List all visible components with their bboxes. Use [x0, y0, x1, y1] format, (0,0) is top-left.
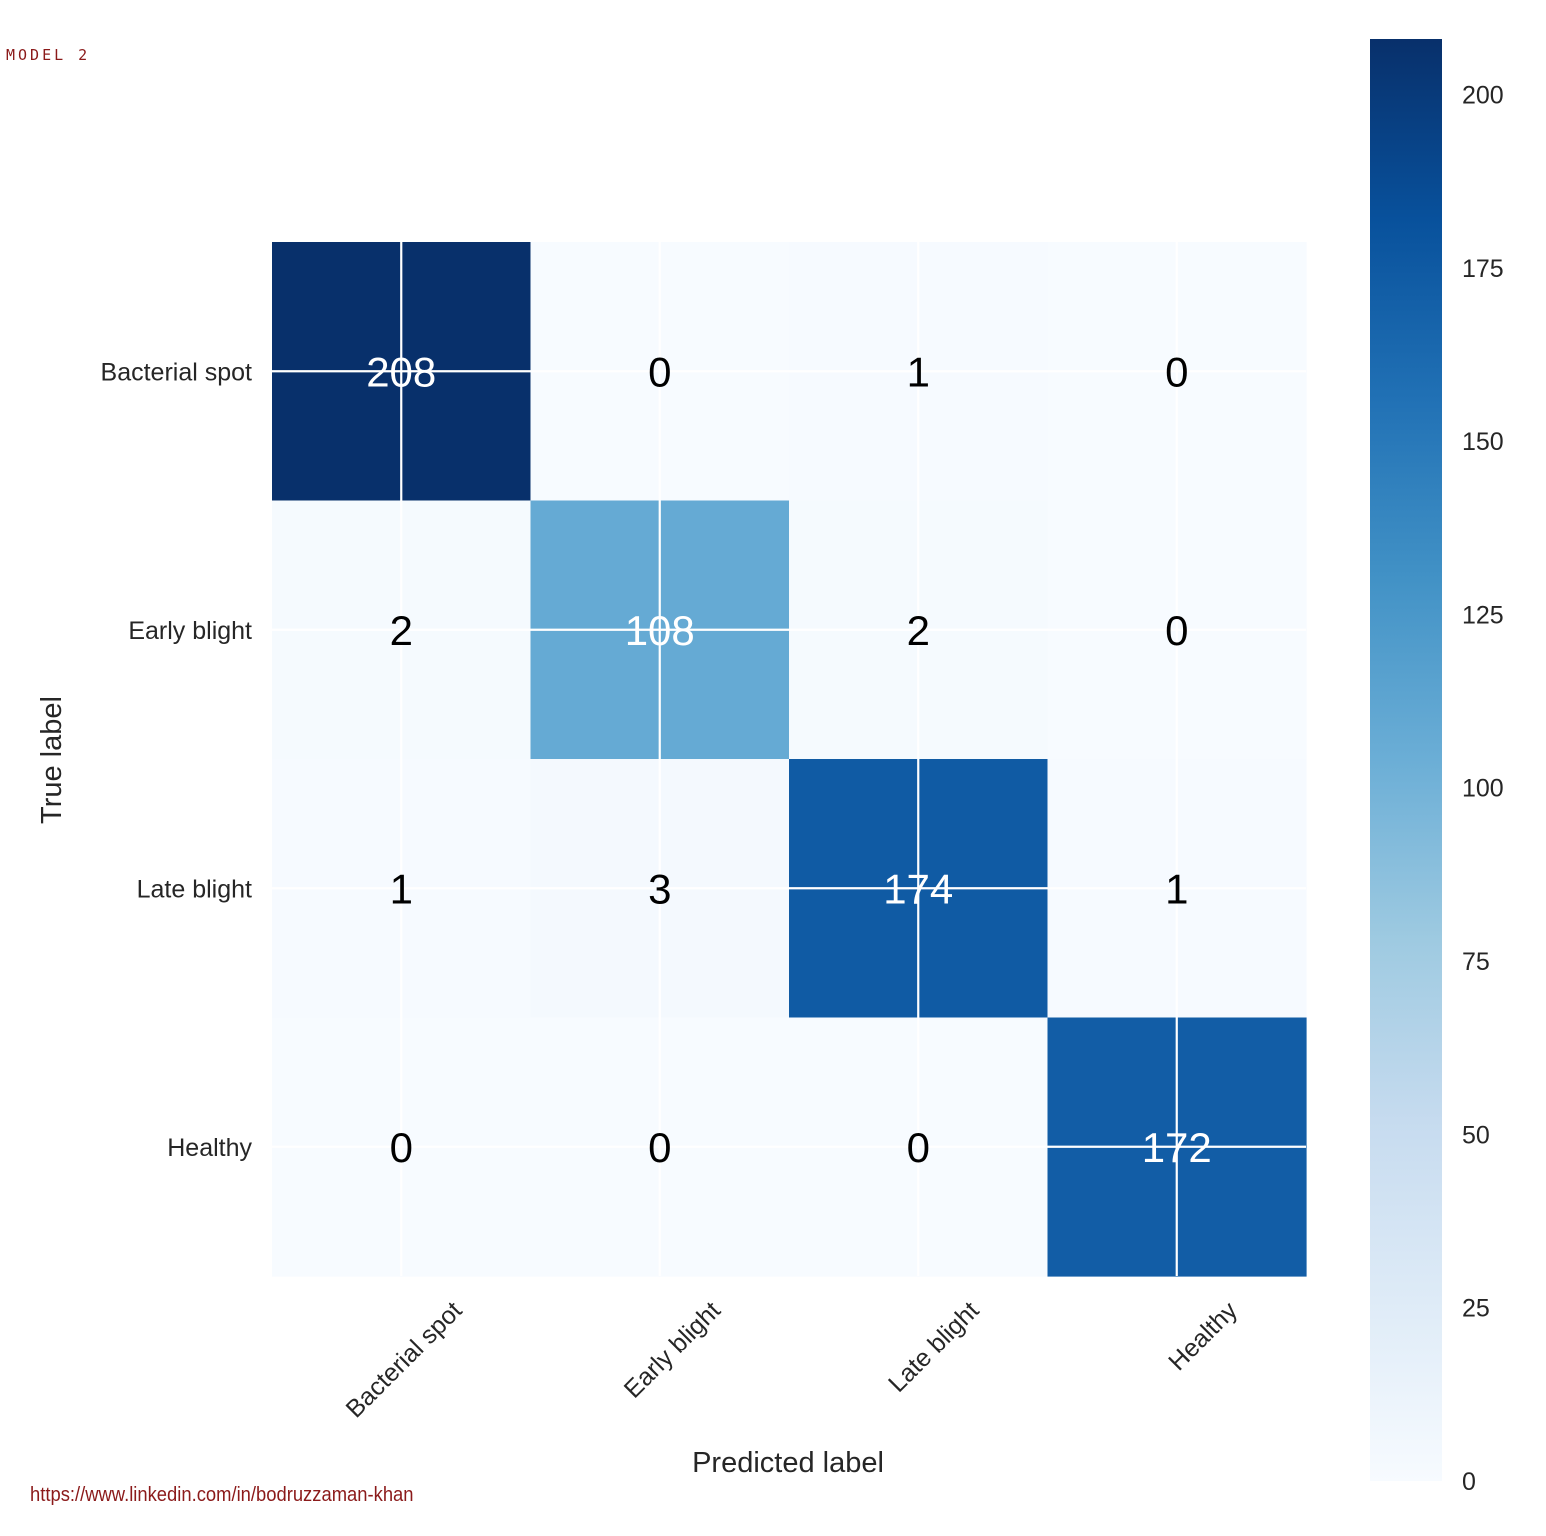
y-tick-label: Bacterial spot [101, 358, 253, 386]
y-tick-labels: Bacterial spot Early blight Late blight Hea… [101, 358, 253, 1162]
y-tick-label: Healthy [167, 1134, 252, 1162]
cell-value-label: 2 [390, 607, 413, 654]
cell-value-label: 172 [1142, 1124, 1212, 1171]
colorbar-tick-label: 0 [1462, 1468, 1476, 1496]
cell-value-label: 0 [907, 1124, 930, 1171]
cell-value-label: 1 [1165, 865, 1188, 912]
colorbar-tick-label: 100 [1462, 775, 1504, 803]
cell-value-label: 208 [366, 348, 436, 395]
heatmap-cells [272, 242, 1307, 1277]
cell-value-label: 0 [1165, 348, 1188, 395]
cell-value-label: 2 [907, 607, 930, 654]
cell-value-label: 3 [648, 865, 671, 912]
cell-value-label: 1 [907, 348, 930, 395]
colorbar-tick-label: 150 [1462, 428, 1504, 456]
cell-value-label: 0 [390, 1124, 413, 1171]
cell-value-label: 108 [625, 607, 695, 654]
cell-value-label: 0 [1165, 607, 1188, 654]
cell-value-label: 174 [883, 865, 953, 912]
colorbar-tick-label: 50 [1462, 1121, 1490, 1149]
colorbar-tick-label: 75 [1462, 948, 1490, 976]
x-tick-label: Late blight [883, 1296, 984, 1397]
colorbar-tick-labels: 0 25 50 75 100 125 150 175 200 [1462, 81, 1504, 1496]
x-axis-label: Predicted label [692, 1447, 884, 1479]
y-tick-label: Early blight [128, 617, 252, 645]
model-annotation: MODEL 2 [6, 46, 91, 64]
colorbar-tick-label: 200 [1462, 81, 1504, 109]
heatmap-cell-labels: 208 0 1 0 2 108 2 0 1 3 174 1 0 0 0 172 [366, 348, 1212, 1171]
heatmap-gridlines [272, 242, 1306, 1276]
source-link[interactable]: https://www.linkedin.com/in/bodruzzaman-… [30, 1484, 414, 1506]
x-tick-label: Healthy [1163, 1296, 1243, 1376]
cell-value-label: 1 [390, 865, 413, 912]
x-tick-labels: Bacterial spot Early blight Late blight Hea… [341, 1296, 1244, 1423]
colorbar-tick-label: 175 [1462, 255, 1504, 283]
colorbar-tick-label: 125 [1462, 601, 1504, 629]
cell-value-label: 0 [648, 1124, 671, 1171]
x-tick-label: Early blight [619, 1296, 726, 1403]
colorbar-tick-label: 25 [1462, 1295, 1490, 1323]
x-tick-label: Bacterial spot [341, 1296, 468, 1423]
y-tick-label: Late blight [137, 875, 252, 903]
colorbar [1370, 39, 1442, 1481]
cell-value-label: 0 [648, 348, 671, 395]
y-axis-label: True label [36, 696, 68, 824]
